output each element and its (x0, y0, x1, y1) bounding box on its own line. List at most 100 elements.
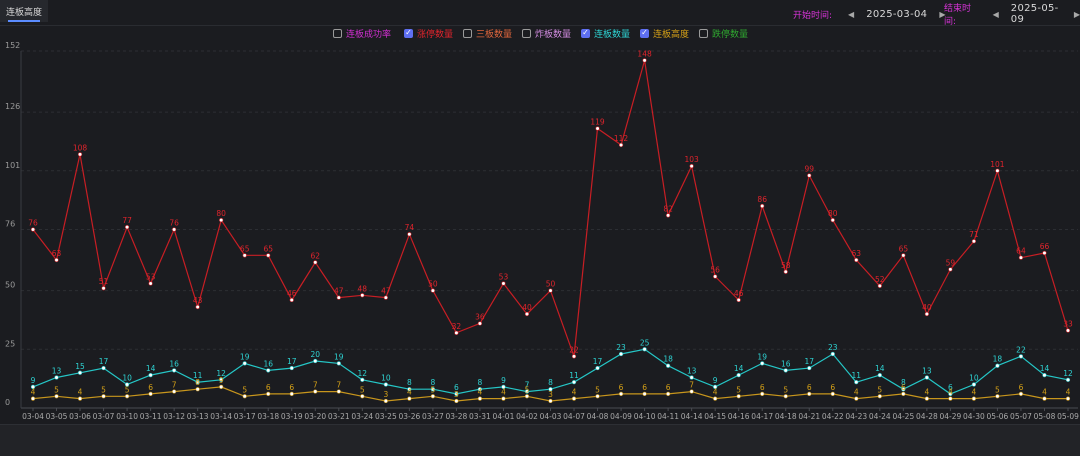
data-point (995, 168, 1000, 173)
data-label: 4 (78, 388, 83, 397)
data-point (1042, 396, 1047, 401)
data-label: 9 (31, 376, 36, 385)
legend-item-broken-board-count[interactable]: 炸板数量 (522, 26, 571, 40)
data-label: 36 (475, 312, 485, 321)
data-point (971, 396, 977, 401)
data-label: 3 (383, 390, 388, 399)
data-point (430, 394, 435, 399)
data-label: 4 (854, 388, 859, 397)
checkbox-icon[interactable] (522, 28, 531, 38)
data-label: 50 (546, 280, 556, 289)
x-tick-label: 04-14 (681, 412, 703, 421)
legend-item-consecutive-board-height[interactable]: ✓ 连板高度 (640, 26, 689, 40)
x-tick-label: 04-16 (728, 412, 750, 421)
data-label: 5 (430, 385, 435, 394)
data-point (948, 267, 953, 272)
checkbox-icon[interactable] (333, 28, 342, 38)
data-label: 80 (216, 209, 226, 218)
legend-item-consecutive-board-count[interactable]: ✓ 连板数量 (581, 26, 630, 40)
legend-item-limit-up-count[interactable]: ✓ 涨停数量 (404, 26, 453, 40)
data-label: 99 (804, 164, 814, 173)
data-label: 5 (525, 385, 530, 394)
data-label: 4 (1066, 388, 1071, 397)
y-tick-label: 152 (5, 41, 20, 50)
start-date-value[interactable]: 2025-03-04 (866, 8, 928, 20)
data-label: 6 (148, 383, 153, 392)
x-tick-label: 03-26 (398, 412, 420, 421)
x-tick-label: 03-21 (328, 412, 350, 421)
data-label: 18 (993, 355, 1003, 364)
x-tick-label: 04-02 (516, 412, 538, 421)
end-next-arrow-icon[interactable]: ▶ (1073, 9, 1080, 19)
data-label: 43 (193, 296, 203, 305)
checkbox-icon[interactable]: ✓ (640, 28, 649, 38)
x-tick-label: 03-11 (140, 412, 162, 421)
data-point (77, 396, 83, 401)
data-point (124, 394, 130, 399)
data-point (618, 391, 624, 397)
data-point (172, 368, 177, 373)
checkbox-icon[interactable]: ✓ (581, 28, 590, 38)
start-prev-arrow-icon[interactable]: ◀ (848, 9, 855, 19)
data-label: 65 (899, 244, 909, 253)
data-point (642, 347, 647, 352)
data-point (830, 391, 835, 397)
start-next-arrow-icon[interactable]: ▶ (939, 9, 946, 19)
legend-item-limit-down-count[interactable]: 跌停数量 (699, 26, 748, 40)
data-point (430, 387, 435, 392)
data-point (736, 394, 741, 399)
legend-item-success-rate[interactable]: 连板成功率 (333, 26, 391, 40)
end-date-value[interactable]: 2025-05-09 (1010, 3, 1059, 25)
x-tick-label: 04-11 (657, 412, 679, 421)
checkbox-icon[interactable]: ✓ (404, 28, 413, 38)
data-point (454, 330, 459, 335)
data-point (289, 297, 294, 303)
data-point (1065, 377, 1071, 382)
x-tick-label: 03-10 (116, 412, 138, 421)
data-point (666, 391, 671, 397)
x-tick-label: 03-20 (304, 412, 326, 421)
data-point (383, 295, 388, 300)
x-tick-label: 04-21 (798, 412, 820, 421)
bottom-scrollbar-area (0, 424, 1080, 456)
legend-item-third-board-count[interactable]: 三板数量 (463, 26, 512, 40)
x-tick-label: 03-28 (446, 412, 468, 421)
data-label: 47 (334, 287, 344, 296)
data-label: 4 (1042, 388, 1047, 397)
tab-lianban-height[interactable]: 连板高度 (0, 0, 49, 22)
data-label: 12 (216, 369, 226, 378)
data-label: 5 (995, 385, 1000, 394)
data-label: 58 (781, 261, 791, 270)
data-label: 5 (101, 385, 106, 394)
y-tick-label: 0 (5, 398, 10, 407)
y-tick-label: 101 (5, 161, 20, 170)
data-point (336, 361, 341, 366)
legend-label: 连板数量 (594, 29, 631, 40)
data-point (948, 396, 953, 401)
data-point (595, 365, 600, 371)
data-point (901, 387, 906, 392)
data-point (54, 375, 59, 380)
data-label: 6 (619, 383, 624, 392)
data-label: 59 (946, 258, 956, 267)
data-point (854, 380, 859, 385)
data-label: 11 (852, 371, 862, 380)
x-tick-label: 04-08 (587, 412, 609, 421)
data-label: 53 (146, 273, 156, 282)
data-point (1018, 255, 1024, 260)
data-label: 13 (687, 366, 697, 375)
data-label: 20 (310, 350, 320, 359)
data-point (195, 387, 200, 392)
data-label: 33 (1063, 319, 1073, 328)
data-point (971, 382, 977, 387)
data-label: 19 (757, 352, 767, 361)
checkbox-icon[interactable] (699, 28, 708, 38)
checkbox-icon[interactable] (463, 28, 472, 38)
data-label: 14 (734, 364, 744, 373)
data-label: 8 (195, 378, 200, 387)
x-tick-label: 04-30 (963, 412, 985, 421)
data-label: 80 (828, 209, 838, 218)
data-point (524, 389, 530, 394)
end-prev-arrow-icon[interactable]: ◀ (992, 9, 999, 19)
data-point (266, 368, 271, 373)
